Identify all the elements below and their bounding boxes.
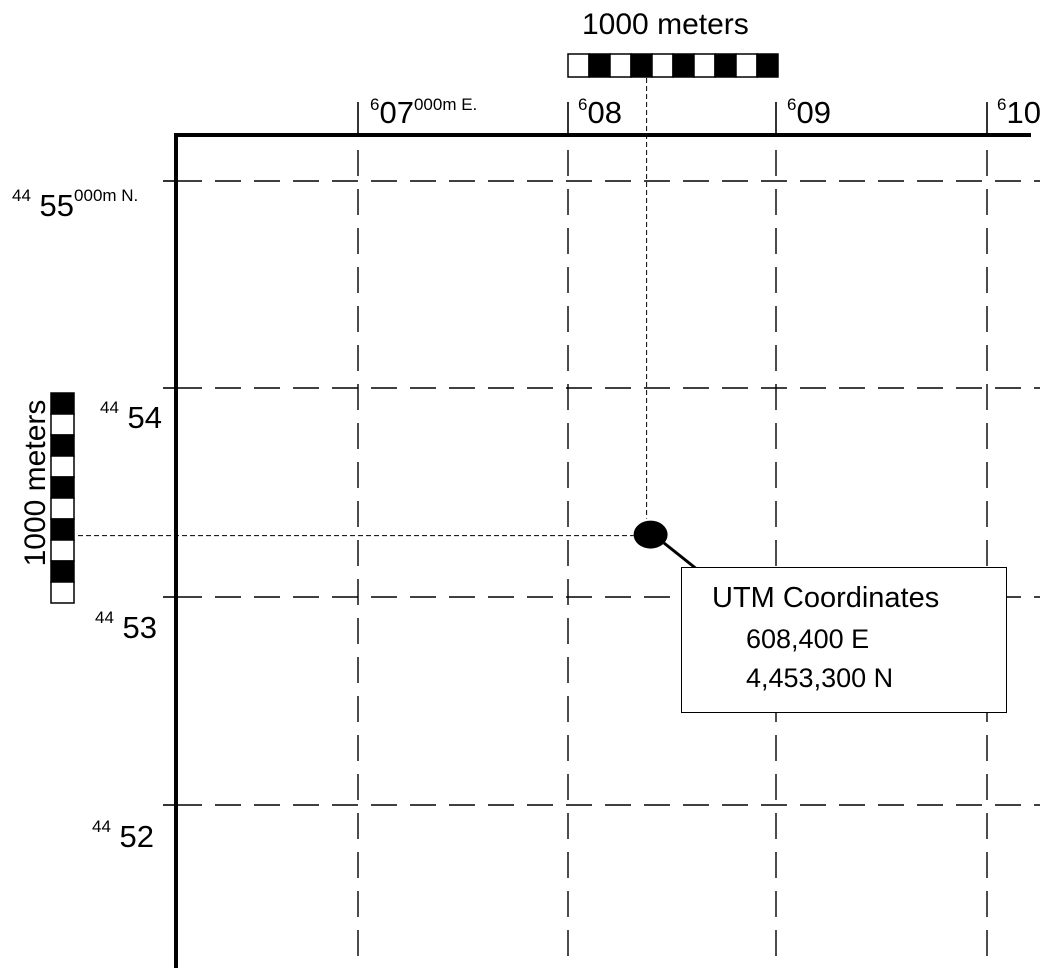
left-scale-segment [50, 434, 75, 457]
left-scale-segment [50, 518, 75, 541]
easting-label-609: 609 [787, 95, 831, 130]
top-scale-segment [588, 53, 611, 78]
left-scale-segment [50, 455, 75, 478]
callout-title: UTM Coordinates [712, 582, 940, 614]
callout-northing: 4,453,300 N [746, 663, 894, 693]
callout-easting: 608,400 E [746, 624, 870, 654]
left-scale-label: 1000 meters [19, 399, 52, 567]
top-scale-segment [609, 53, 632, 78]
northing-label-4453: 44 53 [95, 608, 158, 645]
top-scale-segment [630, 53, 653, 78]
top-scale-segment [714, 53, 737, 78]
top-scale-segment [567, 53, 590, 78]
left-scale-segment [50, 581, 75, 604]
location-point [633, 520, 668, 549]
left-scale-segment [50, 539, 75, 562]
map-frame [174, 133, 1031, 968]
point-guide-lines [78, 78, 648, 537]
frame-ticks [163, 102, 988, 806]
top-scale-segment [651, 53, 674, 78]
scale-bars [50, 53, 779, 604]
northing-label-4455: 44 55000m N. [12, 186, 139, 223]
left-scale-segment [50, 413, 75, 436]
top-scale-segment [672, 53, 695, 78]
left-scale-segment [50, 560, 75, 583]
grid-lines [176, 150, 1040, 968]
easting-label-607: 607000m E. [370, 95, 478, 130]
easting-label-610: 610 [997, 95, 1041, 130]
left-scale-segment [50, 392, 75, 415]
northing-label-4452: 44 52 [92, 817, 155, 854]
top-scale-label: 1000 meters [582, 8, 749, 41]
left-scale-segment [50, 476, 75, 499]
top-scale-segment [756, 53, 779, 78]
utm-coordinates-callout: UTM Coordinates 608,400 E 4,453,300 N [681, 567, 1007, 713]
top-scale-segment [693, 53, 716, 78]
top-scale-segment [735, 53, 758, 78]
easting-label-608: 608 [578, 95, 622, 130]
left-scale-segment [50, 497, 75, 520]
northing-label-4454: 44 54 [100, 398, 163, 435]
